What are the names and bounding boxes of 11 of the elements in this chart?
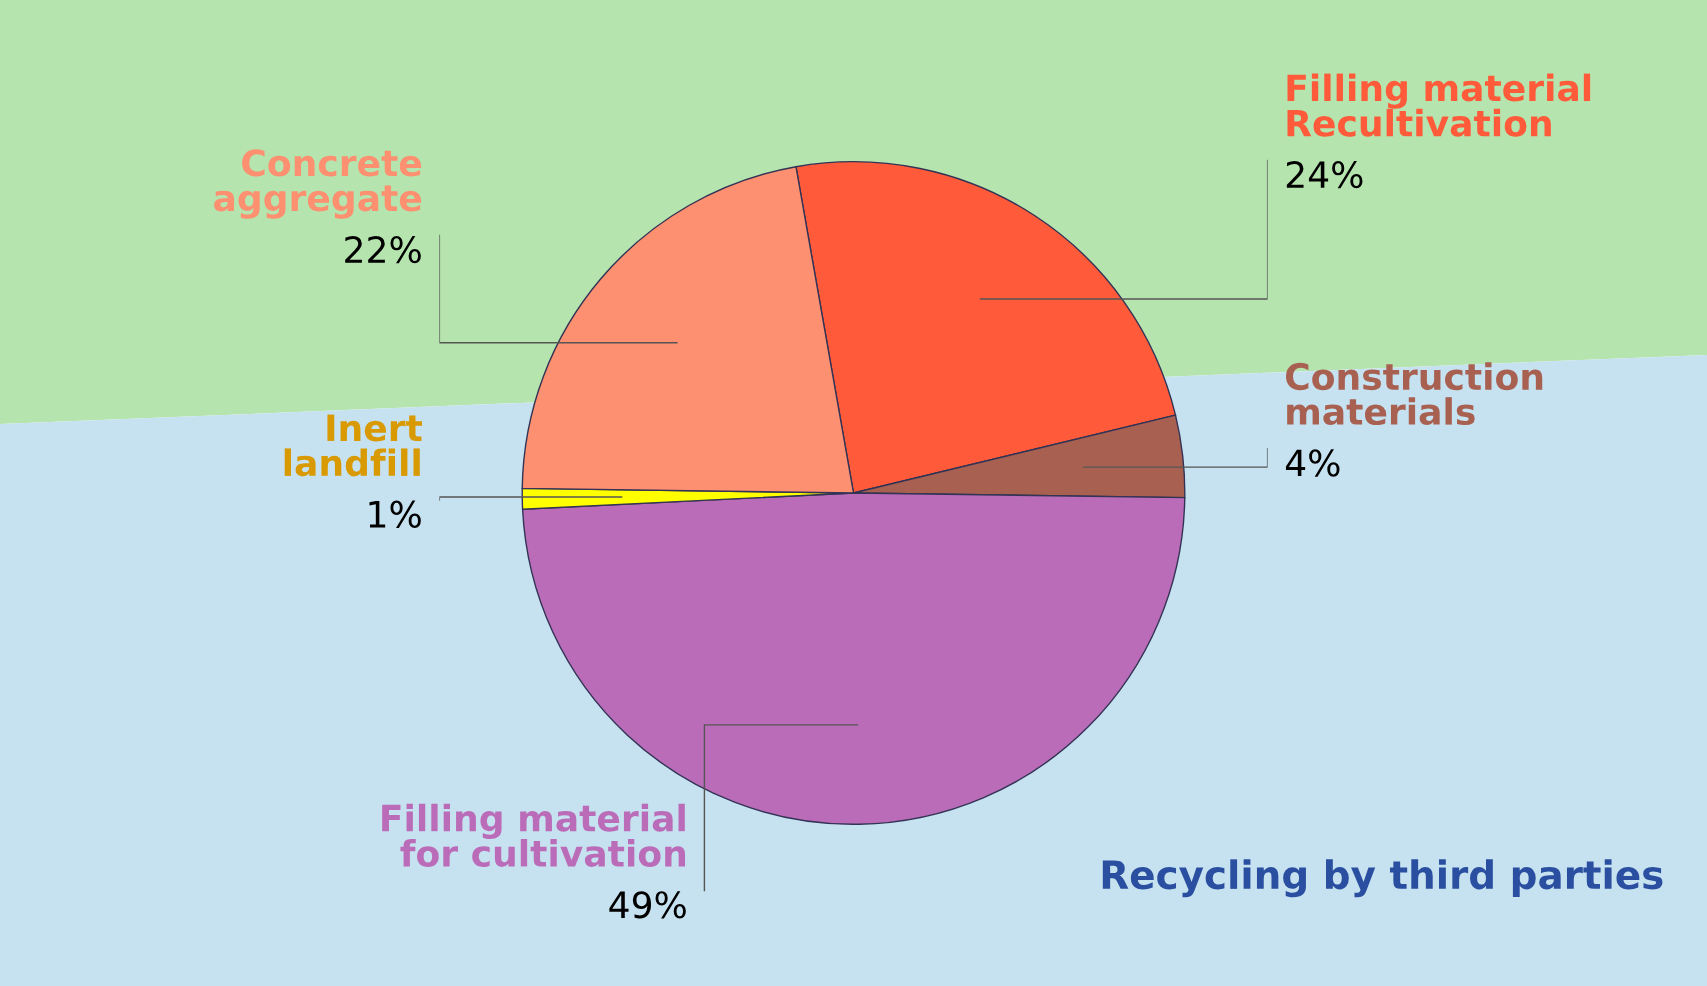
slice-label: Construction materials [1285, 362, 1543, 426]
slice-label: Filling material Recultivation [1287, 73, 1591, 137]
data-label: 22% [345, 235, 421, 264]
data-label: 4% [1285, 449, 1340, 477]
data-label: 1% [369, 500, 421, 528]
text: Recycling by third parties [1102, 859, 1663, 898]
data-label: 49% [609, 891, 686, 919]
slice-label: Concrete aggregate [214, 149, 422, 219]
data-label: 24% [1286, 160, 1363, 189]
slice-label: Filling material for cultivation [382, 803, 686, 867]
slice-label: Inert landfill [284, 414, 422, 477]
